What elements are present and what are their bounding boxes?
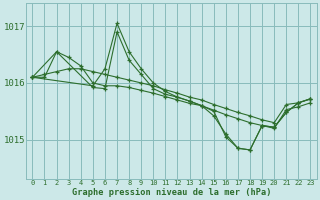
X-axis label: Graphe pression niveau de la mer (hPa): Graphe pression niveau de la mer (hPa) bbox=[72, 188, 271, 197]
